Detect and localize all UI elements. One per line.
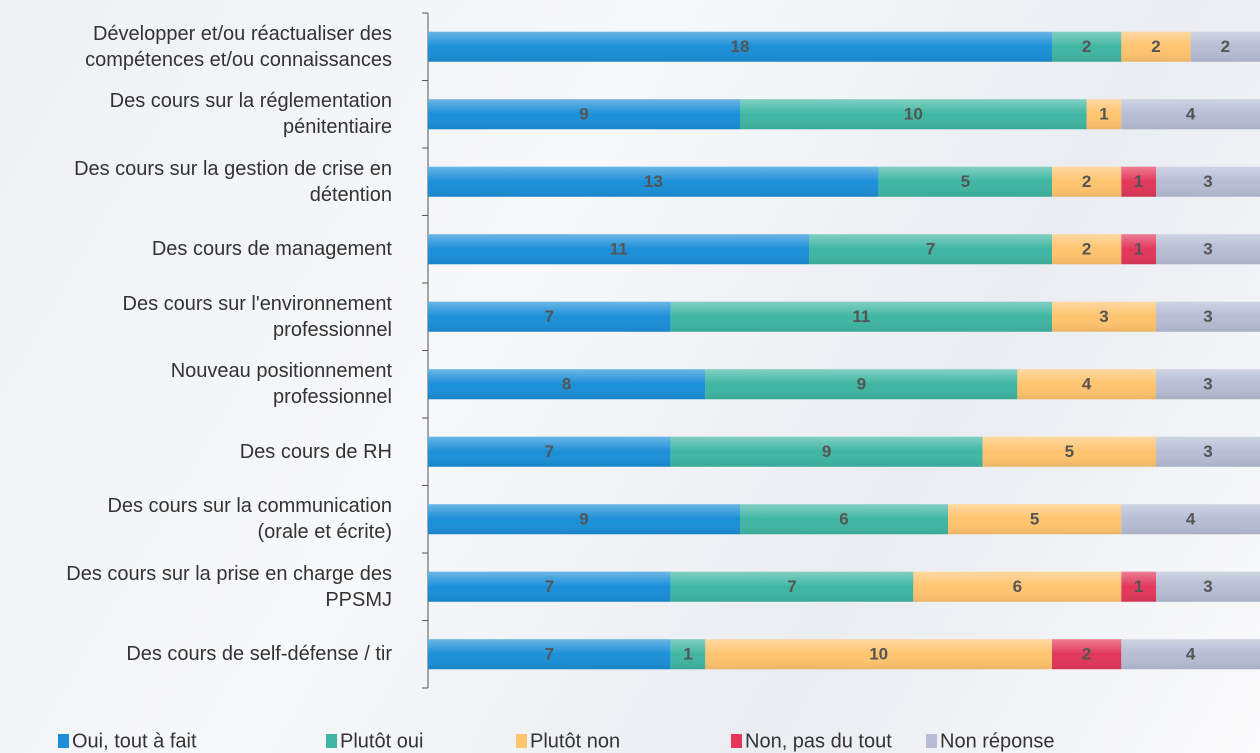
value-label: 6	[839, 510, 848, 529]
value-label: 3	[1203, 375, 1212, 394]
legend-swatch	[731, 734, 742, 748]
value-label: 1	[1134, 240, 1143, 259]
value-label: 2	[1082, 240, 1091, 259]
value-label: 3	[1099, 307, 1108, 326]
value-label: 9	[822, 442, 831, 461]
legend-label: Plutôt non	[530, 730, 620, 752]
category-label: Des cours de management	[0, 236, 392, 262]
value-label: 7	[545, 645, 554, 664]
value-label: 2	[1082, 172, 1091, 191]
value-label: 11	[610, 240, 628, 259]
value-label: 7	[545, 442, 554, 461]
value-label: 7	[926, 240, 935, 259]
value-label: 4	[1186, 645, 1196, 664]
value-label: 10	[869, 645, 888, 664]
legend-label: Non, pas du tout	[745, 730, 892, 752]
value-label: 5	[961, 172, 970, 191]
chart: 1822291014135213117213711338943795396547…	[0, 0, 1260, 753]
value-label: 7	[545, 577, 554, 596]
category-label: Des cours sur l'environnement profession…	[0, 291, 392, 343]
value-label: 1	[683, 645, 692, 664]
legend-label: Plutôt oui	[340, 730, 423, 752]
value-label: 4	[1186, 510, 1196, 529]
value-label: 6	[1013, 577, 1022, 596]
value-label: 18	[731, 37, 750, 56]
value-label: 1	[1099, 105, 1108, 124]
category-label: Développer et/ou réactualiser des compét…	[0, 21, 392, 73]
legend-swatch	[516, 734, 527, 748]
value-label: 11	[852, 307, 870, 326]
value-label: 1	[1134, 577, 1143, 596]
category-label: Des cours de RH	[0, 439, 392, 465]
value-label: 5	[1065, 442, 1074, 461]
legend-swatch	[326, 734, 337, 748]
value-label: 3	[1203, 442, 1212, 461]
value-label: 2	[1221, 37, 1230, 56]
value-label: 4	[1186, 105, 1196, 124]
category-label: Des cours sur la prise en charge des PPS…	[0, 561, 392, 613]
value-label: 9	[857, 375, 866, 394]
value-label: 8	[562, 375, 571, 394]
category-label: Des cours de self-défense / tir	[0, 641, 392, 667]
value-label: 7	[545, 307, 554, 326]
legend-swatch	[926, 734, 937, 748]
value-label: 4	[1082, 375, 1092, 394]
value-label: 2	[1082, 37, 1091, 56]
value-label: 1	[1134, 172, 1143, 191]
value-label: 7	[787, 577, 796, 596]
value-label: 3	[1203, 577, 1212, 596]
value-label: 3	[1203, 240, 1212, 259]
category-label: Des cours sur la réglementation pénitent…	[0, 88, 392, 140]
value-label: 9	[579, 510, 588, 529]
legend-swatch	[58, 734, 69, 748]
value-label: 5	[1030, 510, 1039, 529]
category-label: Nouveau positionnement professionnel	[0, 358, 392, 410]
legend-label: Oui, tout à fait	[72, 730, 197, 752]
legend-label: Non réponse	[940, 730, 1055, 752]
value-label: 3	[1203, 307, 1212, 326]
value-label: 3	[1203, 172, 1212, 191]
value-label: 2	[1151, 37, 1160, 56]
category-label: Des cours sur la communication (orale et…	[0, 493, 392, 545]
value-label: 13	[644, 172, 663, 191]
value-label: 9	[579, 105, 588, 124]
value-label: 10	[904, 105, 923, 124]
value-label: 2	[1082, 645, 1091, 664]
category-label: Des cours sur la gestion de crise en dét…	[0, 156, 392, 208]
